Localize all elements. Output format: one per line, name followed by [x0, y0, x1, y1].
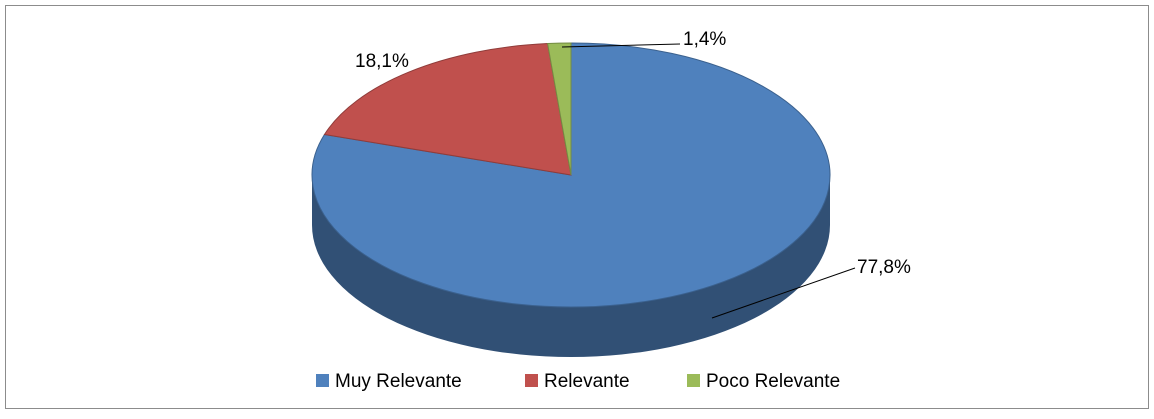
- data-label: 18,1%: [355, 51, 409, 72]
- pie-slice: [547, 42, 572, 176]
- leader-line: [711, 267, 856, 319]
- legend-swatch: [525, 374, 538, 387]
- pie-slice: [311, 42, 831, 308]
- legend-label: Poco Relevante: [706, 371, 840, 392]
- leader-line: [561, 43, 681, 48]
- legend-label: Relevante: [544, 371, 630, 392]
- legend-swatch: [687, 374, 700, 387]
- legend-label: Muy Relevante: [335, 371, 462, 392]
- slice-side: [312, 175, 830, 357]
- legend-swatch: [316, 374, 329, 387]
- data-label: 1,4%: [683, 29, 726, 50]
- pie-slice: [323, 43, 572, 176]
- data-label: 77,8%: [857, 257, 911, 278]
